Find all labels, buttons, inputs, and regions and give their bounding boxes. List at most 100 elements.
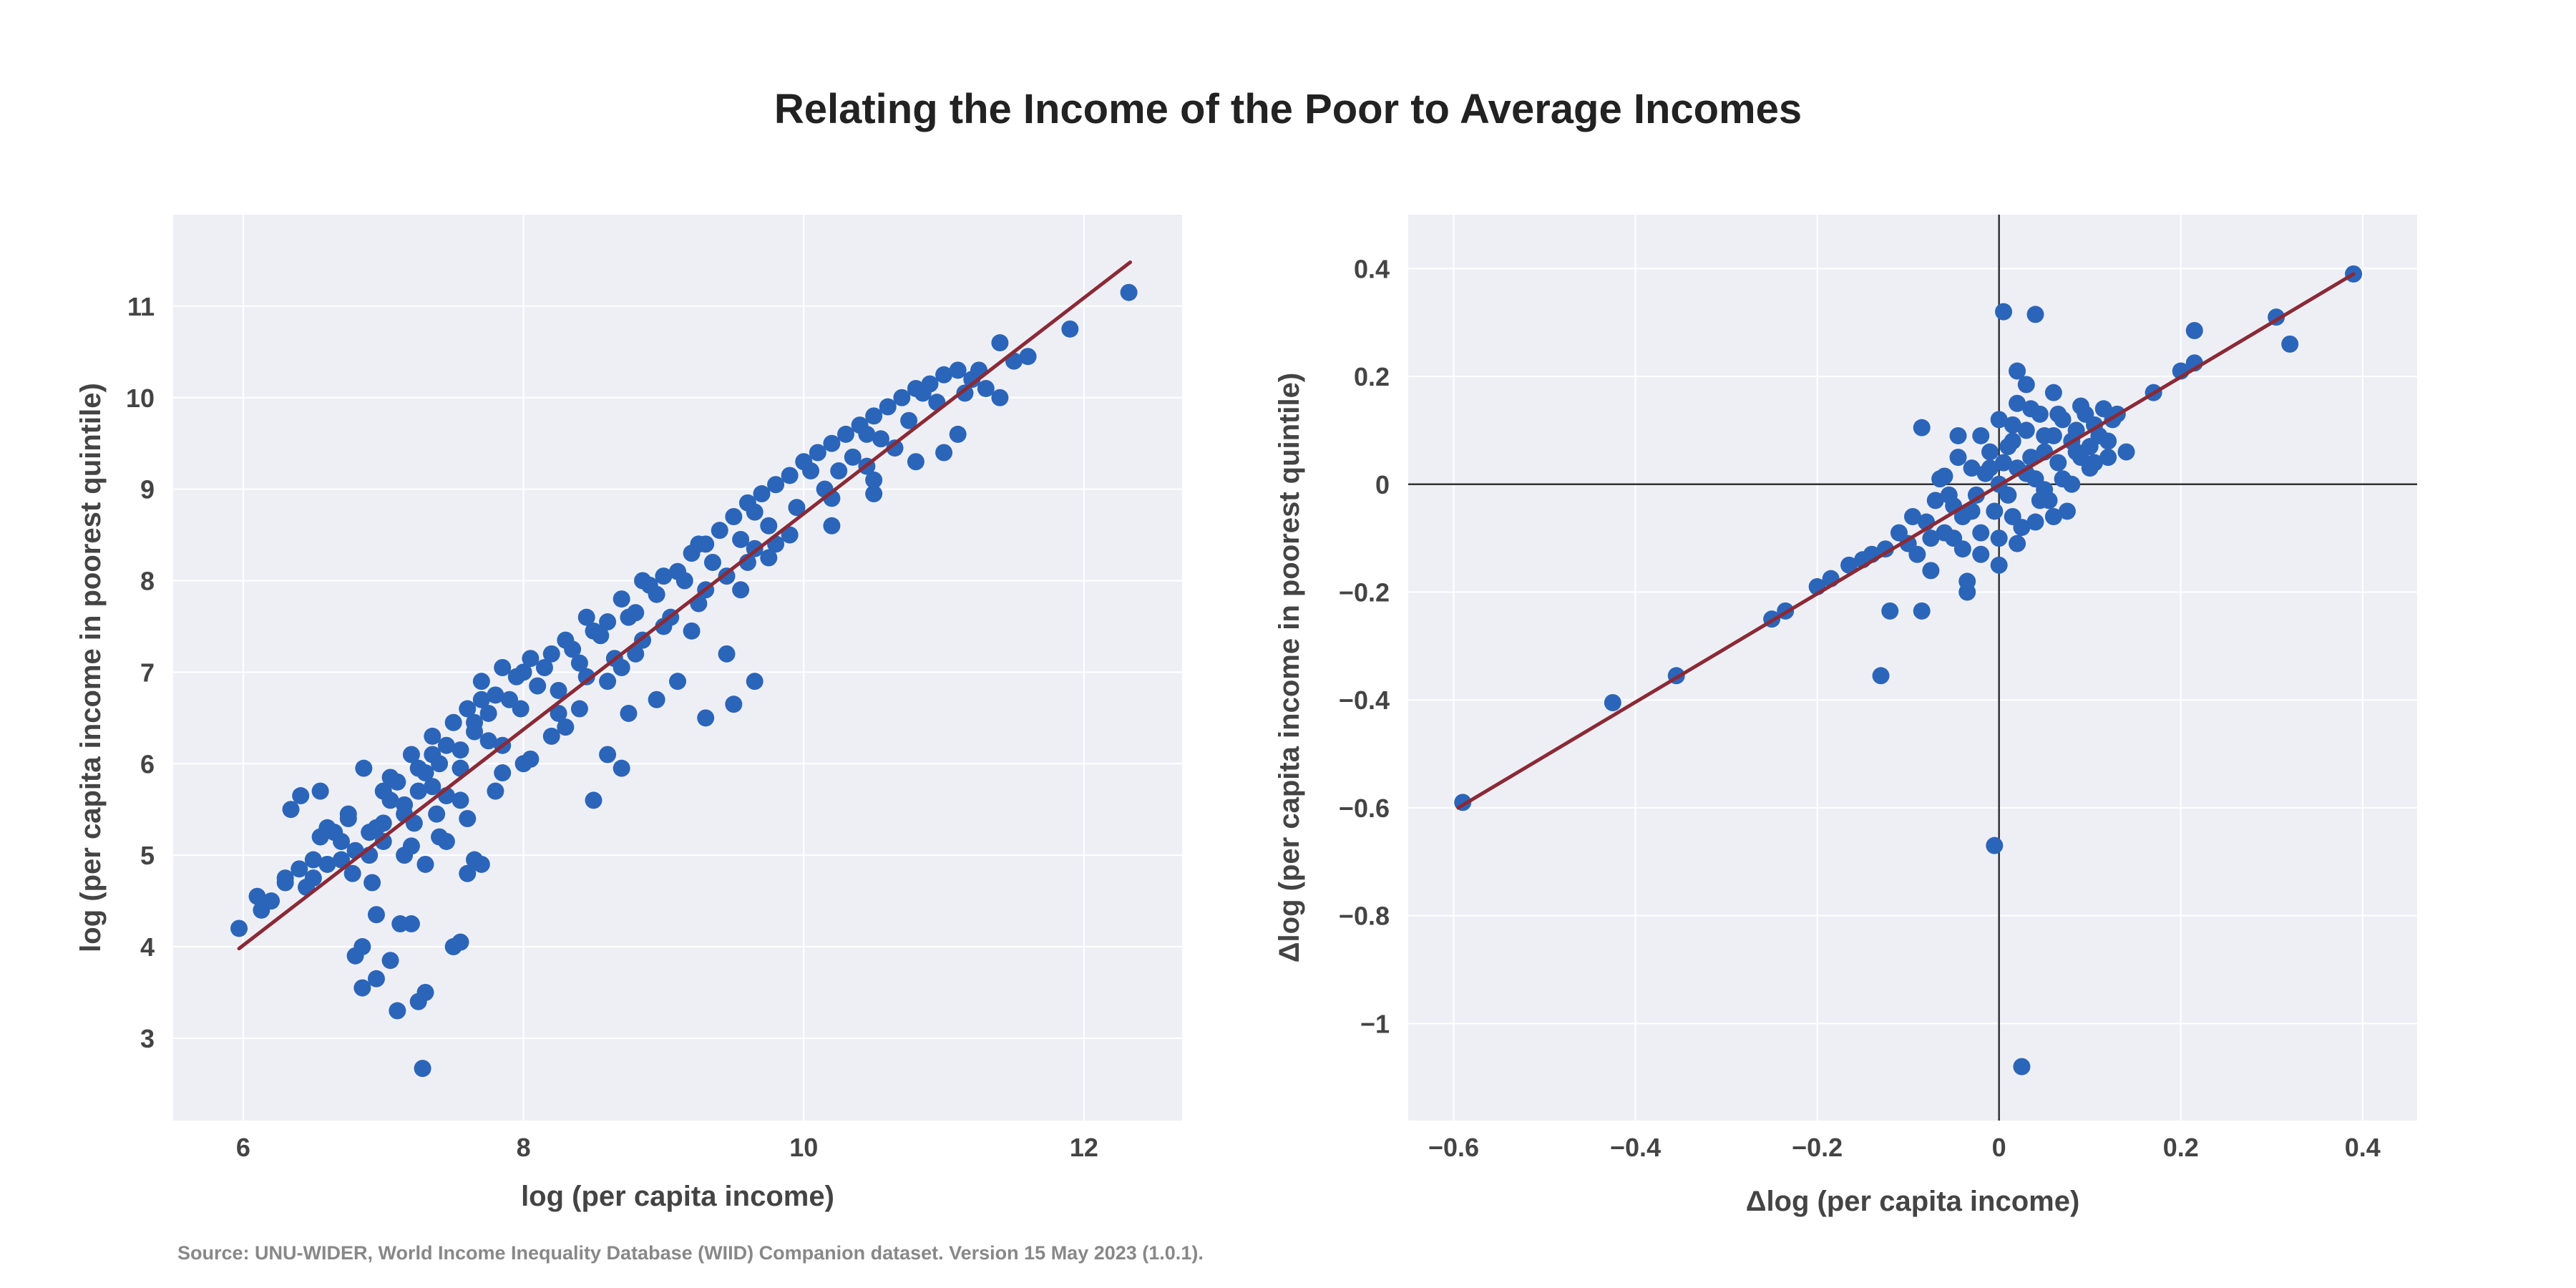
scatter-point [409,759,427,777]
scatter-point [2022,449,2040,467]
scatter-point [542,645,560,663]
scatter-point [2031,492,2049,509]
scatter-point [318,855,336,873]
scatter-point [1972,545,1990,563]
scatter-point [599,613,617,631]
y-tick-label: 3 [140,1024,155,1053]
scatter-point [830,462,848,480]
scatter-point [472,691,490,708]
scatter-point [424,727,441,745]
y-tick-label: −0.6 [1339,794,1390,823]
scatter-point [292,787,310,805]
scatter-point [416,983,434,1001]
scatter-point [535,659,553,676]
scatter-point [2099,449,2117,467]
scatter-point [648,585,665,603]
scatter-point [333,851,350,869]
scatter-point [711,522,728,540]
y-tick-label: 9 [140,475,155,504]
scatter-point [592,627,610,645]
scatter-point [355,759,373,777]
scatter-point [542,727,560,745]
scatter-point [253,901,270,919]
x-tick-label: 0.2 [2163,1133,2199,1162]
scatter-point [732,530,750,548]
scatter-point [823,434,841,452]
scatter-point [230,919,248,937]
scatter-point [343,864,361,882]
scatter-point [414,1060,431,1078]
scatter-point [459,810,477,827]
y-tick-label: 11 [127,292,155,321]
y-tick-label: 0 [1375,470,1390,499]
scatter-point [949,425,967,443]
y-tick-label: −0.8 [1339,902,1390,931]
y-tick-label: 10 [126,384,155,413]
scatter-point [522,750,540,768]
scatter-point [760,517,778,535]
scatter-point [2044,508,2062,525]
right-scatter-plot: −0.6 −0.4 −0.2 0 0.2 0.4 −1 −0.8 −0.6 −0.4 −0.2 0 0.… [1274,215,2417,1217]
scatter-point [1881,602,1899,620]
scatter-point [1990,530,2008,547]
scatter-point [452,791,469,809]
scatter-point [2009,362,2026,380]
scatter-point [1981,459,1999,477]
x-tick-label: 6 [236,1133,250,1162]
scatter-point [1949,449,1967,467]
scatter-point [655,567,673,585]
scatter-point [613,759,630,777]
scatter-point [2049,405,2067,423]
scatter-point [389,1002,406,1020]
scatter-point [1981,443,1999,461]
scatter-point [613,590,630,608]
scatter-point [634,572,652,590]
y-tick-label: 0.2 [1354,362,1390,391]
scatter-point [837,425,854,443]
y-tick-label: 5 [140,841,155,870]
scatter-point [557,718,575,736]
chart-title: Relating the Income of the Poor to Avera… [774,86,1802,132]
scatter-point [409,782,427,800]
scatter-point [900,411,918,429]
scatter-point [648,691,665,708]
scatter-point [725,696,743,713]
scatter-point [935,444,953,462]
scatter-point [479,732,497,750]
scatter-point [364,874,381,892]
scatter-point [570,654,588,672]
y-tick-label: 6 [140,749,155,779]
y-axis-label: Δlog (per capita income in poorest quint… [1274,373,1305,962]
y-tick-label: −0.2 [1339,578,1390,608]
scatter-point [374,782,392,800]
scatter-point [550,681,567,699]
scatter-point [2058,502,2076,520]
scatter-point [746,503,763,521]
scatter-point [914,384,932,402]
scatter-point [282,801,300,819]
scatter-point [1872,667,1890,685]
scatter-point [402,746,420,763]
scatter-point [512,700,530,718]
scatter-point [599,673,617,691]
scatter-point [570,700,588,718]
fit-line [237,260,1133,951]
scatter-point [858,425,876,443]
scatter-point [2063,475,2081,493]
scatter-point [620,608,638,626]
scatter-point [424,746,441,763]
scatter-point [991,334,1009,352]
scatter-point [487,782,504,800]
scatter-point [1890,524,1908,542]
scatter-point [725,508,743,525]
scatter-point [1922,562,1940,580]
scatter-point [459,700,477,718]
scatter-point [599,746,617,763]
scatter-point [353,979,371,997]
scatter-point [402,837,420,855]
scatter-point [2049,454,2067,472]
left-scatter-plot: 6 8 10 12 3 4 5 6 7 8 9 10 11 log (per capita income)… [75,215,1182,1212]
scatter-point [2009,535,2026,552]
scatter-point [494,659,512,676]
scatter-point [2013,1058,2031,1075]
